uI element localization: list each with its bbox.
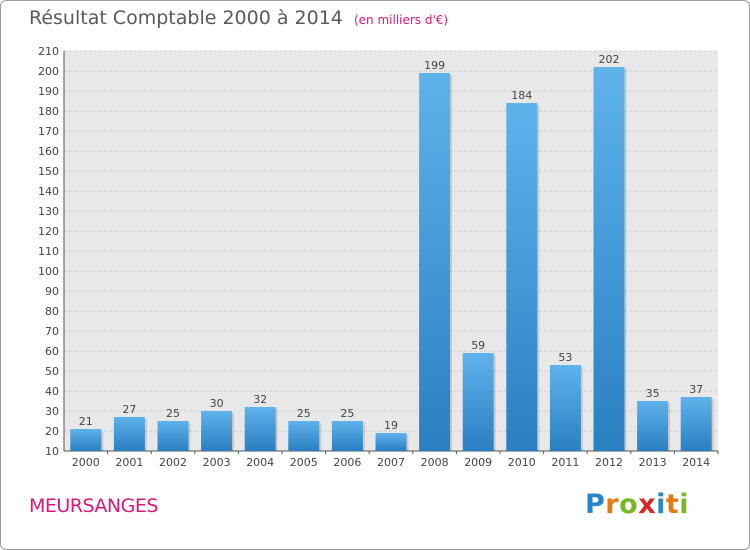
x-tick-label: 2013 [639,456,667,469]
data-label: 25 [166,407,180,420]
commune-name: MEURSANGES [29,495,158,517]
data-label: 27 [122,403,136,416]
x-tick-label: 2001 [115,456,143,469]
data-label: 30 [210,397,224,410]
y-tick-label: 120 [38,225,59,238]
data-label: 37 [689,383,703,396]
logo-letter: r [605,489,620,520]
bar-2004 [244,407,276,451]
logo-letter: i [656,489,666,520]
y-tick-label: 100 [38,265,59,278]
bar-2002 [157,421,189,451]
bar-2008 [419,73,451,451]
y-tick-label: 200 [38,65,59,78]
data-label: 19 [384,419,398,432]
y-tick-label: 190 [38,85,59,98]
y-tick-label: 210 [38,45,59,58]
y-tick-label: 130 [38,205,59,218]
x-tick-label: 2008 [421,456,449,469]
bar-2010 [506,103,538,451]
x-tick-label: 2006 [333,456,361,469]
y-tick-label: 10 [45,445,59,458]
y-tick-label: 20 [45,425,59,438]
title-row: Résultat Comptable 2000 à 2014 (en milli… [29,7,448,29]
y-tick-label: 180 [38,105,59,118]
y-tick-label: 110 [38,245,59,258]
x-tick-label: 2003 [203,456,231,469]
bar-2001 [113,417,145,451]
proxiti-logo: Proxiti [585,489,689,520]
data-label: 202 [599,53,620,66]
data-label: 25 [297,407,311,420]
y-tick-label: 170 [38,125,59,138]
chart-title: Résultat Comptable 2000 à 2014 [29,7,343,29]
x-tick-label: 2005 [290,456,318,469]
y-tick-label: 50 [45,365,59,378]
x-tick-label: 2004 [246,456,274,469]
y-tick-label: 30 [45,405,59,418]
logo-letter: o [619,489,639,520]
data-label: 53 [558,351,572,364]
x-tick-label: 2002 [159,456,187,469]
data-label: 25 [340,407,354,420]
x-tick-label: 2000 [72,456,100,469]
bar-2009 [462,353,494,451]
logo-letter: x [638,489,657,520]
bar-2011 [549,365,581,451]
data-label: 32 [253,393,267,406]
x-tick-label: 2014 [682,456,710,469]
x-tick-label: 2007 [377,456,405,469]
bar-2012 [593,67,625,451]
bar-2006 [331,421,363,451]
y-tick-label: 60 [45,345,59,358]
bar-2014 [680,397,712,451]
logo-letter: P [585,489,606,520]
bar-2013 [637,401,669,451]
data-label: 59 [471,339,485,352]
y-tick-label: 40 [45,385,59,398]
x-tick-label: 2012 [595,456,623,469]
data-label: 184 [511,89,532,102]
x-tick-label: 2010 [508,456,536,469]
data-label: 199 [424,59,445,72]
data-label: 35 [646,387,660,400]
logo-letter: t [665,489,680,520]
bar-2005 [288,421,320,451]
y-tick-label: 80 [45,305,59,318]
data-label: 21 [79,415,93,428]
y-tick-label: 140 [38,185,59,198]
bar-2000 [70,429,102,451]
y-tick-label: 150 [38,165,59,178]
x-tick-label: 2009 [464,456,492,469]
y-tick-label: 90 [45,285,59,298]
bar-2007 [375,433,407,451]
y-tick-label: 70 [45,325,59,338]
chart-subtitle: (en milliers d'€) [353,13,449,27]
logo-letter: i [679,489,690,520]
x-tick-label: 2011 [551,456,579,469]
y-tick-label: 160 [38,145,59,158]
bar-2003 [201,411,233,451]
